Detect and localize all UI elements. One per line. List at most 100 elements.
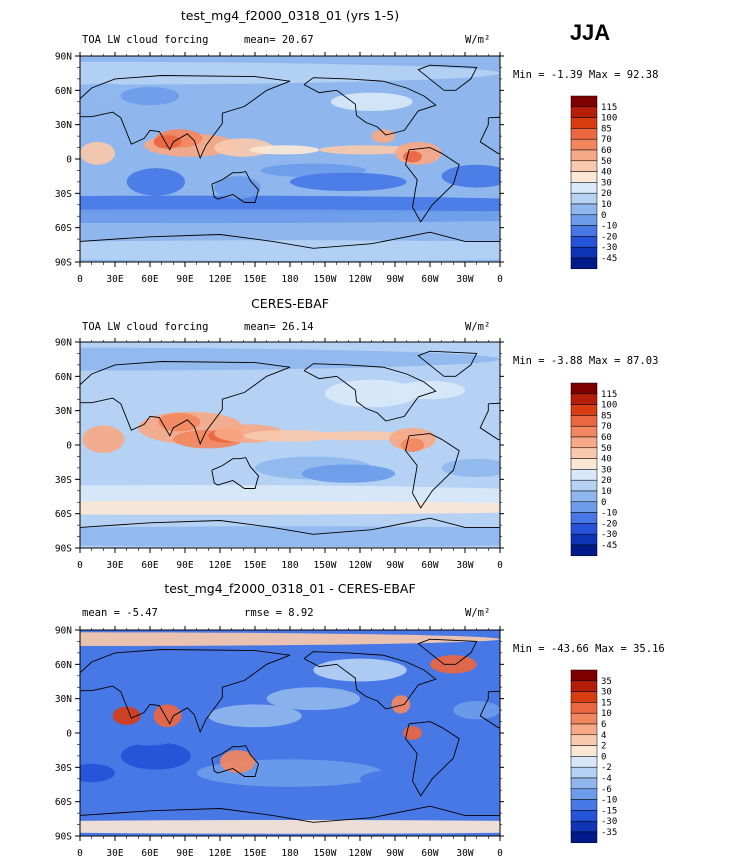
- colorbar-swatch: [570, 523, 598, 535]
- colorbar-label: 60: [601, 433, 612, 443]
- x-tick-label: 150E: [244, 560, 267, 571]
- colorbar-label: 50: [601, 157, 612, 167]
- panel-center-label: mean= 20.67: [244, 34, 314, 46]
- field-region: [220, 750, 255, 774]
- coastline: [303, 77, 437, 136]
- y-tick-label: 90N: [55, 338, 72, 349]
- colorbar-label: 115: [601, 103, 617, 113]
- y-tick-label: 30S: [55, 189, 72, 200]
- field-region: [126, 168, 185, 196]
- x-tick-label: 150W: [314, 848, 337, 859]
- map-field: [80, 56, 500, 262]
- y-tick-label: 60S: [55, 797, 72, 808]
- field-region: [112, 706, 141, 725]
- colorbar-label: -10: [601, 796, 617, 806]
- x-tick-label: 90W: [386, 560, 403, 571]
- field-region: [153, 134, 182, 149]
- colorbar-label: 85: [601, 124, 612, 134]
- colorbar-label: -35: [601, 828, 617, 838]
- y-tick-label: 0: [66, 729, 72, 740]
- colorbar-swatch: [570, 458, 598, 470]
- colorbar-swatch: [570, 404, 598, 416]
- colorbar-swatch: [570, 203, 598, 216]
- x-tick-label: 60W: [421, 274, 438, 285]
- colorbar-label: -30: [601, 530, 617, 540]
- x-tick-label: 30W: [456, 274, 473, 285]
- x-tick-label: 60E: [141, 274, 158, 285]
- colorbar-label: 100: [601, 114, 617, 124]
- colorbar-label: -6: [601, 785, 612, 795]
- colorbar-label: -45: [601, 254, 617, 264]
- y-tick-label: 90N: [55, 626, 72, 637]
- y-tick-label: 30N: [55, 120, 72, 131]
- colorbar-swatch: [570, 501, 598, 513]
- y-tick-label: 0: [66, 155, 72, 166]
- colorbar-label: -30: [601, 817, 617, 827]
- x-tick-label: 180: [281, 848, 298, 859]
- colorbar-label: 4: [601, 731, 606, 741]
- field-region: [80, 209, 500, 224]
- colorbar-swatch: [570, 447, 598, 459]
- coastline: [417, 64, 478, 91]
- x-tick-label: 180: [281, 274, 298, 285]
- x-tick-label: 60W: [421, 848, 438, 859]
- field-region: [403, 150, 422, 163]
- x-tick-label: 120E: [209, 274, 232, 285]
- colorbar-swatch: [570, 415, 598, 427]
- colorbar-swatch: [570, 831, 598, 844]
- field-region: [301, 464, 396, 483]
- field-region: [360, 767, 500, 791]
- field-region: [80, 141, 115, 165]
- x-tick-label: 30E: [106, 848, 123, 859]
- colorbar-label: 115: [601, 390, 617, 400]
- field-region: [126, 731, 174, 746]
- colorbar-swatch: [570, 149, 598, 162]
- coastline: [211, 745, 259, 777]
- colorbar-swatch: [570, 745, 598, 757]
- colorbar-label: 70: [601, 422, 612, 432]
- field-region: [313, 714, 407, 729]
- field-region: [80, 240, 500, 261]
- colorbar-label: -30: [601, 243, 617, 253]
- colorbar-label: -45: [601, 541, 617, 551]
- colorbar-swatch: [570, 680, 598, 692]
- colorbar-swatch: [570, 436, 598, 449]
- season-label: JJA: [570, 20, 610, 45]
- units-label: W/m²: [465, 321, 490, 333]
- field-region: [158, 412, 201, 432]
- colorbar-swatch: [570, 756, 598, 768]
- panel-3: test_mg4_f2000_0318_01 - CERES-EBAF mean …: [55, 581, 665, 859]
- field-region: [371, 129, 396, 143]
- y-tick-label: 60S: [55, 509, 72, 520]
- colorbar-label: -4: [601, 774, 612, 784]
- colorbar-label: 35: [601, 677, 612, 687]
- x-tick-label: 90E: [176, 560, 193, 571]
- min-max-label: Min = -1.39 Max = 92.38: [513, 69, 658, 81]
- panel-1: test_mg4_f2000_0318_01 (yrs 1-5) TOA LW c…: [55, 8, 659, 285]
- coastline: [479, 402, 500, 440]
- x-tick-label: 30E: [106, 560, 123, 571]
- colorbar-label: 40: [601, 168, 612, 178]
- colorbar-label: 50: [601, 444, 612, 454]
- x-tick-label: 0: [77, 560, 83, 571]
- field-region: [80, 819, 500, 834]
- coastline: [303, 651, 437, 710]
- y-tick-label: 90S: [55, 258, 72, 269]
- colorbar-swatch: [570, 257, 598, 270]
- field-region: [120, 742, 191, 770]
- coastline: [80, 517, 500, 548]
- coastline: [405, 433, 460, 509]
- coastline: [417, 638, 478, 665]
- x-tick-label: 120W: [349, 560, 372, 571]
- x-tick-label: 120E: [209, 560, 232, 571]
- y-tick-label: 60N: [55, 660, 72, 671]
- colorbar-swatch: [570, 95, 598, 108]
- x-tick-label: 120E: [209, 848, 232, 859]
- coastline: [80, 231, 500, 262]
- colorbar-label: 40: [601, 455, 612, 465]
- field-region: [395, 380, 465, 400]
- y-tick-label: 90S: [55, 832, 72, 843]
- field-region: [325, 379, 419, 408]
